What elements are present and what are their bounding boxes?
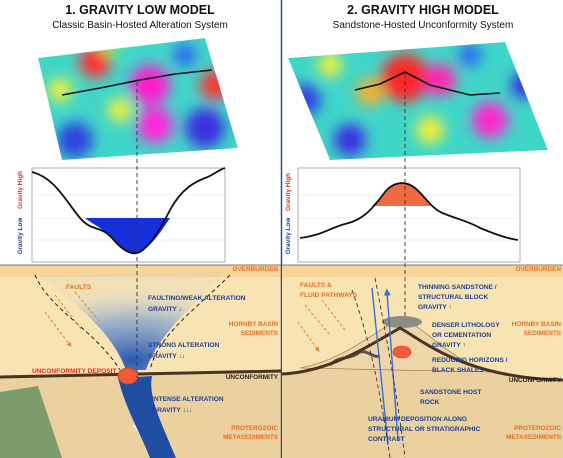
layer-label: SEDIMENTS [241,330,279,337]
layer-label: SEDIMENTS [524,330,562,337]
annotation: OR CEMENTATION [432,332,491,339]
annotation: INTENSE ALTERATION [152,396,224,403]
annotation: GRAVITY ↓↓ [148,353,185,360]
annotation: FLUID PATHWAYS [300,292,358,299]
annotation: STRUCTURAL OR STRATIGRAPHIC [368,426,480,433]
cross-section [0,264,282,458]
layer-label: PROTEROZOIC [514,425,561,432]
layer-label: HORNBY BASIN [512,321,562,328]
annotation: GRAVITY ↓ [148,306,182,313]
annotation: STRONG ALTERATION [148,342,220,349]
layer-label: UNCONFORMITY [509,377,562,384]
annotation: FAULTS [66,284,92,291]
gravity-map [38,38,238,160]
annotation: GRAVITY ↓↓↓ [152,407,192,414]
panel-subtitle: Sandstone-Hosted Unconformity System [333,20,514,31]
layer-label: OVERBURDEN [516,266,562,273]
annotation: FAULTING/WEAK ALTERATION [148,295,246,302]
panel-subtitle: Classic Basin-Hosted Alteration System [52,20,228,31]
layer-label: PROTEROZOIC [231,425,278,432]
annotation: CONTRAST [368,436,405,443]
layer-label: METASEDIMENTS [223,434,279,441]
left-panel: 1. GRAVITY LOW MODEL Classic Basin-Hoste… [0,3,282,458]
gravity-profile: Gravity High Gravity Low [17,167,226,263]
layer-label: OVERBURDEN [233,266,279,273]
cross-section [281,264,563,458]
annotation: REDUCING HORIZONS / [432,357,508,364]
annotation: BLACK SHALES [432,367,484,374]
annotation: STRUCTURAL BLOCK [418,294,488,301]
gravity-profile: Gravity High Gravity Low [285,167,521,263]
gravity-map [288,42,548,160]
layer-label: UNCONFORMITY [226,374,279,381]
annotation: ROCK [420,399,440,406]
panel-title: 1. GRAVITY LOW MODEL [65,3,215,17]
annotation: THINNING SANDSTONE / [418,284,497,291]
right-panel: 2. GRAVITY HIGH MODEL Sandstone-Hosted U… [281,3,563,458]
layer-label: METASEDIMENTS [506,434,562,441]
profile-high-label: Gravity High [285,173,292,211]
panel-title: 2. GRAVITY HIGH MODEL [347,3,499,17]
profile-low-label: Gravity Low [285,218,292,255]
annotation: UNCONFORMITY DEPOSIT [32,368,117,375]
annotation: FAULTS & [300,282,332,289]
profile-low-label: Gravity Low [17,218,24,255]
layer-label: HORNBY BASIN [229,321,279,328]
annotation: SANDSTONE HOST [420,389,481,396]
profile-high-label: Gravity High [17,171,24,209]
annotation: GRAVITY ↑ [418,304,452,311]
annotation: URANIUM DEPOSITION ALONG [368,416,467,423]
annotation: GRAVITY ↑ [432,342,466,349]
annotation: DENSER LITHOLOGY [432,322,500,329]
